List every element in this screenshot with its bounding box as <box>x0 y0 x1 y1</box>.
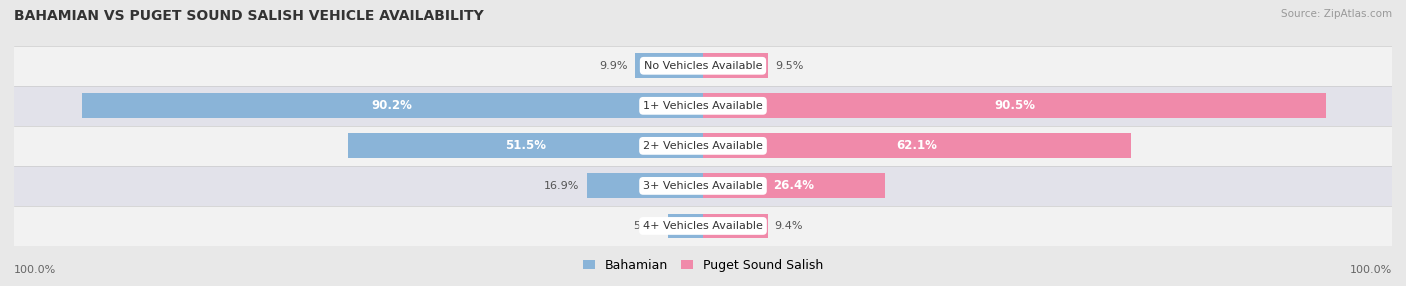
Text: BAHAMIAN VS PUGET SOUND SALISH VEHICLE AVAILABILITY: BAHAMIAN VS PUGET SOUND SALISH VEHICLE A… <box>14 9 484 23</box>
Bar <box>349 134 703 158</box>
Text: 51.5%: 51.5% <box>505 139 546 152</box>
Text: 9.9%: 9.9% <box>599 61 628 71</box>
Bar <box>586 174 703 198</box>
Bar <box>703 94 1326 118</box>
Bar <box>634 53 703 78</box>
Text: 90.2%: 90.2% <box>371 99 413 112</box>
Text: 2+ Vehicles Available: 2+ Vehicles Available <box>643 141 763 151</box>
Bar <box>703 53 769 78</box>
Bar <box>703 134 1130 158</box>
Text: Source: ZipAtlas.com: Source: ZipAtlas.com <box>1281 9 1392 19</box>
Bar <box>703 174 884 198</box>
Text: 100.0%: 100.0% <box>14 265 56 275</box>
Legend: Bahamian, Puget Sound Salish: Bahamian, Puget Sound Salish <box>578 254 828 277</box>
Text: No Vehicles Available: No Vehicles Available <box>644 61 762 71</box>
Text: 26.4%: 26.4% <box>773 179 814 192</box>
Bar <box>703 214 768 238</box>
Text: 1+ Vehicles Available: 1+ Vehicles Available <box>643 101 763 111</box>
Text: 100.0%: 100.0% <box>1350 265 1392 275</box>
Text: 9.4%: 9.4% <box>775 221 803 231</box>
Text: 90.5%: 90.5% <box>994 99 1035 112</box>
Bar <box>82 94 703 118</box>
Text: 16.9%: 16.9% <box>544 181 579 191</box>
Text: 5.1%: 5.1% <box>633 221 661 231</box>
Text: 3+ Vehicles Available: 3+ Vehicles Available <box>643 181 763 191</box>
Text: 9.5%: 9.5% <box>775 61 804 71</box>
Text: 4+ Vehicles Available: 4+ Vehicles Available <box>643 221 763 231</box>
Text: 62.1%: 62.1% <box>897 139 938 152</box>
Bar <box>668 214 703 238</box>
